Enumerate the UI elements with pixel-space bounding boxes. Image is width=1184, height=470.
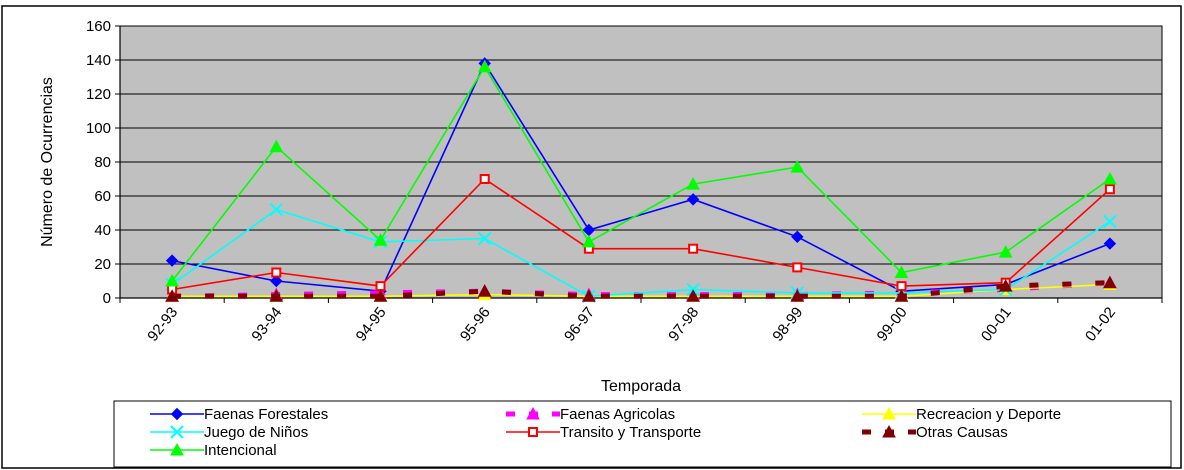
data-point (170, 425, 184, 439)
data-point (1103, 171, 1117, 185)
legend-item: Intencional (150, 442, 277, 459)
data-point (998, 279, 1013, 292)
legend-item: Juego de Niños (150, 424, 308, 441)
legend-item: Faenas Agricolas (506, 406, 675, 423)
data-point (528, 427, 538, 437)
data-point (894, 265, 909, 278)
data-point (165, 254, 179, 267)
data-point (373, 289, 388, 302)
data-point (582, 289, 596, 302)
data-point (686, 289, 700, 302)
series-layer (165, 57, 1117, 304)
data-point (1103, 214, 1117, 229)
y-tick-label: 140 (86, 52, 111, 69)
data-point (1103, 275, 1117, 289)
series-otras-causas (165, 275, 1117, 302)
legend-item: Otras Causas (862, 424, 1008, 441)
y-tick-label: 0 (103, 290, 111, 307)
legend-label: Transito y Transporte (560, 424, 701, 441)
series-transito-y-transporte (167, 174, 1115, 295)
data-point (686, 193, 700, 206)
data-point (477, 284, 492, 297)
y-tick-label: 40 (94, 222, 111, 239)
data-point (373, 233, 388, 246)
data-point (1104, 184, 1115, 195)
y-tick-label: 80 (94, 154, 111, 171)
legend-item: Faenas Forestales (150, 406, 328, 423)
data-point (998, 245, 1013, 258)
data-point (1103, 237, 1117, 250)
y-tick-label: 160 (86, 18, 111, 35)
data-point (270, 274, 283, 288)
data-point (269, 289, 284, 302)
y-tick-label: 120 (86, 86, 111, 103)
legend-label: Recreacion y Deporte (916, 406, 1061, 423)
data-point (790, 160, 805, 173)
legend-label: Otras Causas (916, 424, 1008, 441)
data-point (271, 267, 282, 278)
legend-box (113, 400, 1172, 468)
series-intencional (165, 59, 1117, 287)
data-point (477, 59, 492, 73)
data-point (477, 231, 492, 246)
data-point (882, 406, 896, 420)
y-tick-label: 20 (94, 256, 111, 273)
data-point (686, 177, 700, 190)
legend-label: Faenas Agricolas (560, 406, 675, 423)
data-point (165, 273, 179, 287)
data-point (896, 281, 907, 292)
data-point (165, 289, 179, 302)
data-point (792, 262, 803, 273)
data-point (882, 424, 896, 438)
series-line (171, 177, 1111, 291)
data-point (894, 289, 909, 302)
series-line (171, 61, 1111, 293)
legend: Faenas Forestales Faenas Agricolas Recreac… (150, 406, 1061, 459)
legend-label: Juego de Niños (204, 424, 308, 441)
data-point (526, 406, 540, 420)
data-point (790, 289, 805, 302)
legend-item: Transito y Transporte (506, 424, 701, 441)
x-axis-title: Temporada (601, 378, 681, 395)
legend-item: Recreacion y Deporte (862, 406, 1061, 423)
data-point (170, 442, 184, 456)
legend-label: Intencional (204, 442, 277, 459)
data-point (269, 139, 284, 153)
series-line (172, 280, 1110, 299)
data-point (170, 407, 184, 421)
series-line (171, 65, 1111, 282)
y-axis-title: Número de Ocurrencias (39, 77, 56, 247)
data-point (375, 281, 386, 292)
data-point (269, 202, 284, 217)
data-point (479, 174, 490, 184)
y-tick-label: 60 (94, 188, 111, 205)
data-point (688, 243, 699, 254)
series-line (171, 208, 1111, 298)
data-point (582, 234, 596, 248)
data-point (791, 230, 804, 244)
gridlines (120, 25, 1162, 265)
series-juego-de-ni-os (165, 202, 1117, 304)
y-tick-label: 100 (86, 120, 111, 137)
legend-label: Faenas Forestales (204, 406, 328, 423)
